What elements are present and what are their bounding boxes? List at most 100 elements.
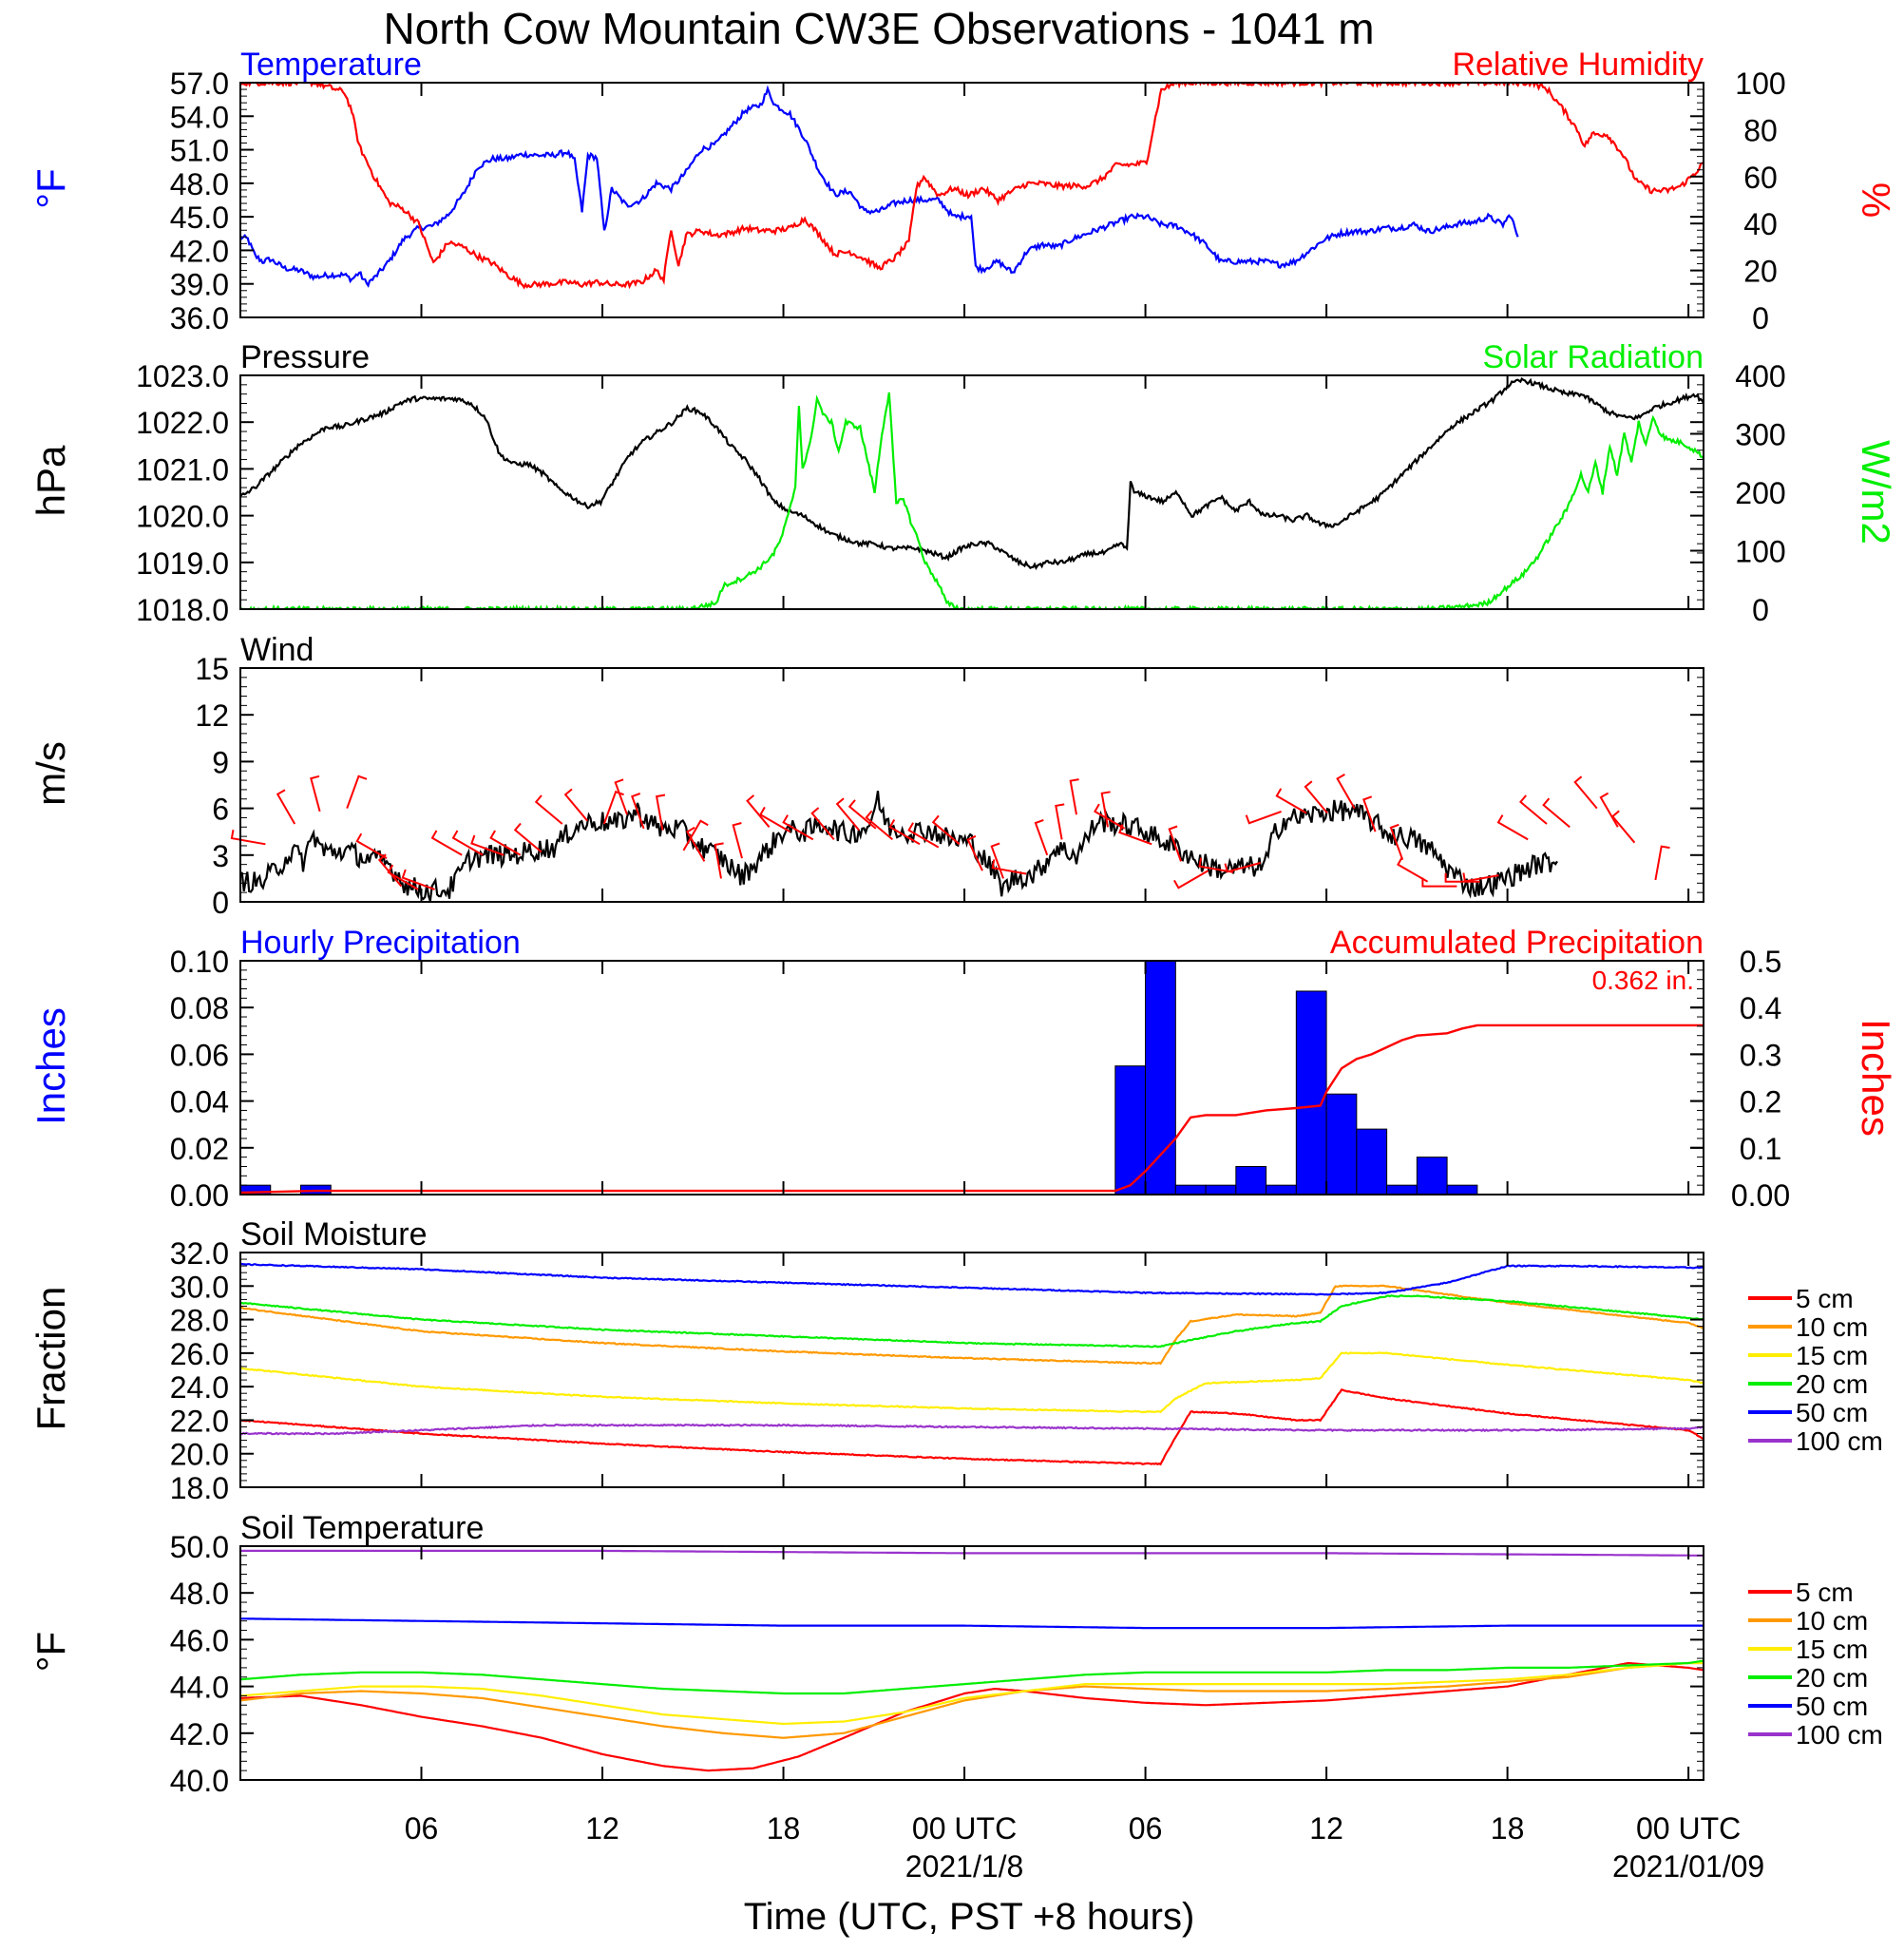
wind-barb [451,830,484,856]
y-tick-label-left: 1021.0 [136,452,229,487]
series-line-10-cm [240,1284,1704,1366]
wind-barb [470,834,505,856]
panel-title-right: Accumulated Precipitation [1330,925,1704,961]
y-axis-label-right: W/m2 [1854,440,1898,545]
y-tick-label-left: 12 [195,698,229,733]
x-tick-label: 00 UTC [1636,1811,1741,1846]
series-line-100-cm [240,1549,1704,1557]
wind-barb [966,834,983,871]
y-axis-label-left: hPa [29,445,73,516]
y-tick-label-left: 1020.0 [136,500,229,534]
y-tick-label-right: 0.00 [1731,1178,1790,1213]
wind-barb [990,842,1004,879]
wind-barb [1654,845,1670,881]
wind-barb [1224,862,1261,873]
series-line-20-cm [240,1659,1704,1695]
y-tick-label-right: 100 [1735,67,1785,101]
accumulated-precip-line [239,1023,1704,1195]
wind-barb [614,778,628,815]
panel-frame [239,1252,1704,1488]
wind-barb [759,806,791,833]
panel-title-left: Temperature [240,47,422,83]
legend-label: 20 cm [1796,1369,1868,1399]
series-line-100-cm [240,1423,1704,1436]
wind-barb [1496,814,1529,841]
y-tick-label-left: 0.00 [170,1178,229,1213]
panel-title-left: Wind [240,632,314,668]
precip-bar [1386,1184,1418,1195]
wind-barb [1173,870,1209,889]
wind-barb [401,869,435,890]
wind-barb [1362,795,1377,832]
y-tick-label-left: 0.04 [170,1085,229,1119]
wind-barb [346,775,368,809]
y-tick-label-left: 1018.0 [136,593,229,627]
legend-label: 5 cm [1796,1284,1854,1313]
wind-barb [602,790,624,825]
legend-label: 10 cm [1796,1606,1868,1635]
wind-barb [276,789,296,825]
precip-bar [1416,1157,1448,1195]
x-tick-label: 06 [1129,1811,1163,1846]
series-line-50-cm [240,1262,1704,1296]
y-tick-label-right: 60 [1743,161,1778,195]
precip-bar [1356,1128,1388,1195]
wind-barb [782,814,814,841]
wind-barb [1304,780,1328,814]
wind-barb [714,842,724,879]
precip-bar [1295,990,1327,1195]
wind-barb [1168,825,1182,862]
y-tick-label-left: 0.06 [170,1038,229,1072]
panel-frame [239,82,1704,318]
wind-barb [732,822,743,859]
precip-bar [1446,1184,1478,1195]
y-tick-label-left: 18.0 [170,1471,229,1505]
y-tick-label-right: 0.1 [1740,1132,1781,1166]
x-tick-label: 12 [1309,1811,1343,1846]
precip-bar [1174,1184,1207,1195]
wind-barb [1055,803,1065,840]
legend-label: 100 cm [1796,1720,1883,1750]
wind-barb [355,832,388,859]
wind-barb [631,793,645,830]
y-tick-label-left: 42.0 [170,1717,229,1751]
wind-barb [810,807,835,841]
wind-barb [430,830,463,856]
wind-barb [686,826,706,862]
wind-barb [1518,794,1548,825]
y-axis-label-left: Fraction [29,1287,73,1431]
y-tick-label-left: 51.0 [170,134,229,168]
wind-barb [1397,856,1429,883]
wind-barb [1275,788,1307,814]
wind-barb [907,822,940,849]
chart-title: North Cow Mountain CW3E Observations - 1… [383,4,1374,53]
y-tick-label-left: 45.0 [170,201,229,235]
y-tick-label-left: 0.10 [170,945,229,979]
wind-barb [563,788,588,822]
panel-soil_temperature: 50.0 48.0 46.0 44.0 42.0 40.0 Soil Temperature… [29,1510,1883,1798]
accumulated-total-label: 0.362 in. [1592,966,1694,995]
y-tick-label-right: 0 [1752,301,1769,335]
y-tick-label-left: 6 [212,793,229,827]
series-line-wind-speed [240,791,1558,902]
y-tick-label-left: 57.0 [170,67,229,101]
panel-wind: 15 12 9 6 3 0 Wind m/s [29,632,1704,920]
legend-label: 15 cm [1796,1341,1868,1370]
wind-barb [1094,803,1126,830]
legend-label: 100 cm [1796,1426,1883,1456]
wind-barb [310,775,321,813]
wind-barb [1198,857,1234,873]
precip-bar [1145,960,1176,1195]
y-tick-label-left: 36.0 [170,301,229,335]
panel-title-left: Soil Temperature [240,1510,484,1546]
series-line-relative-humidity [240,83,1704,290]
x-axis-label: Time (UTC, PST +8 hours) [744,1896,1195,1938]
x-tick-label: 18 [1491,1811,1525,1846]
wind-barb [1245,810,1282,825]
x-tick-label: 00 UTC [912,1811,1017,1846]
y-tick-label-right: 200 [1735,476,1785,510]
y-tick-label-left: 0 [212,886,229,920]
wind-barb [1100,791,1111,828]
wind-barb [1069,778,1079,815]
